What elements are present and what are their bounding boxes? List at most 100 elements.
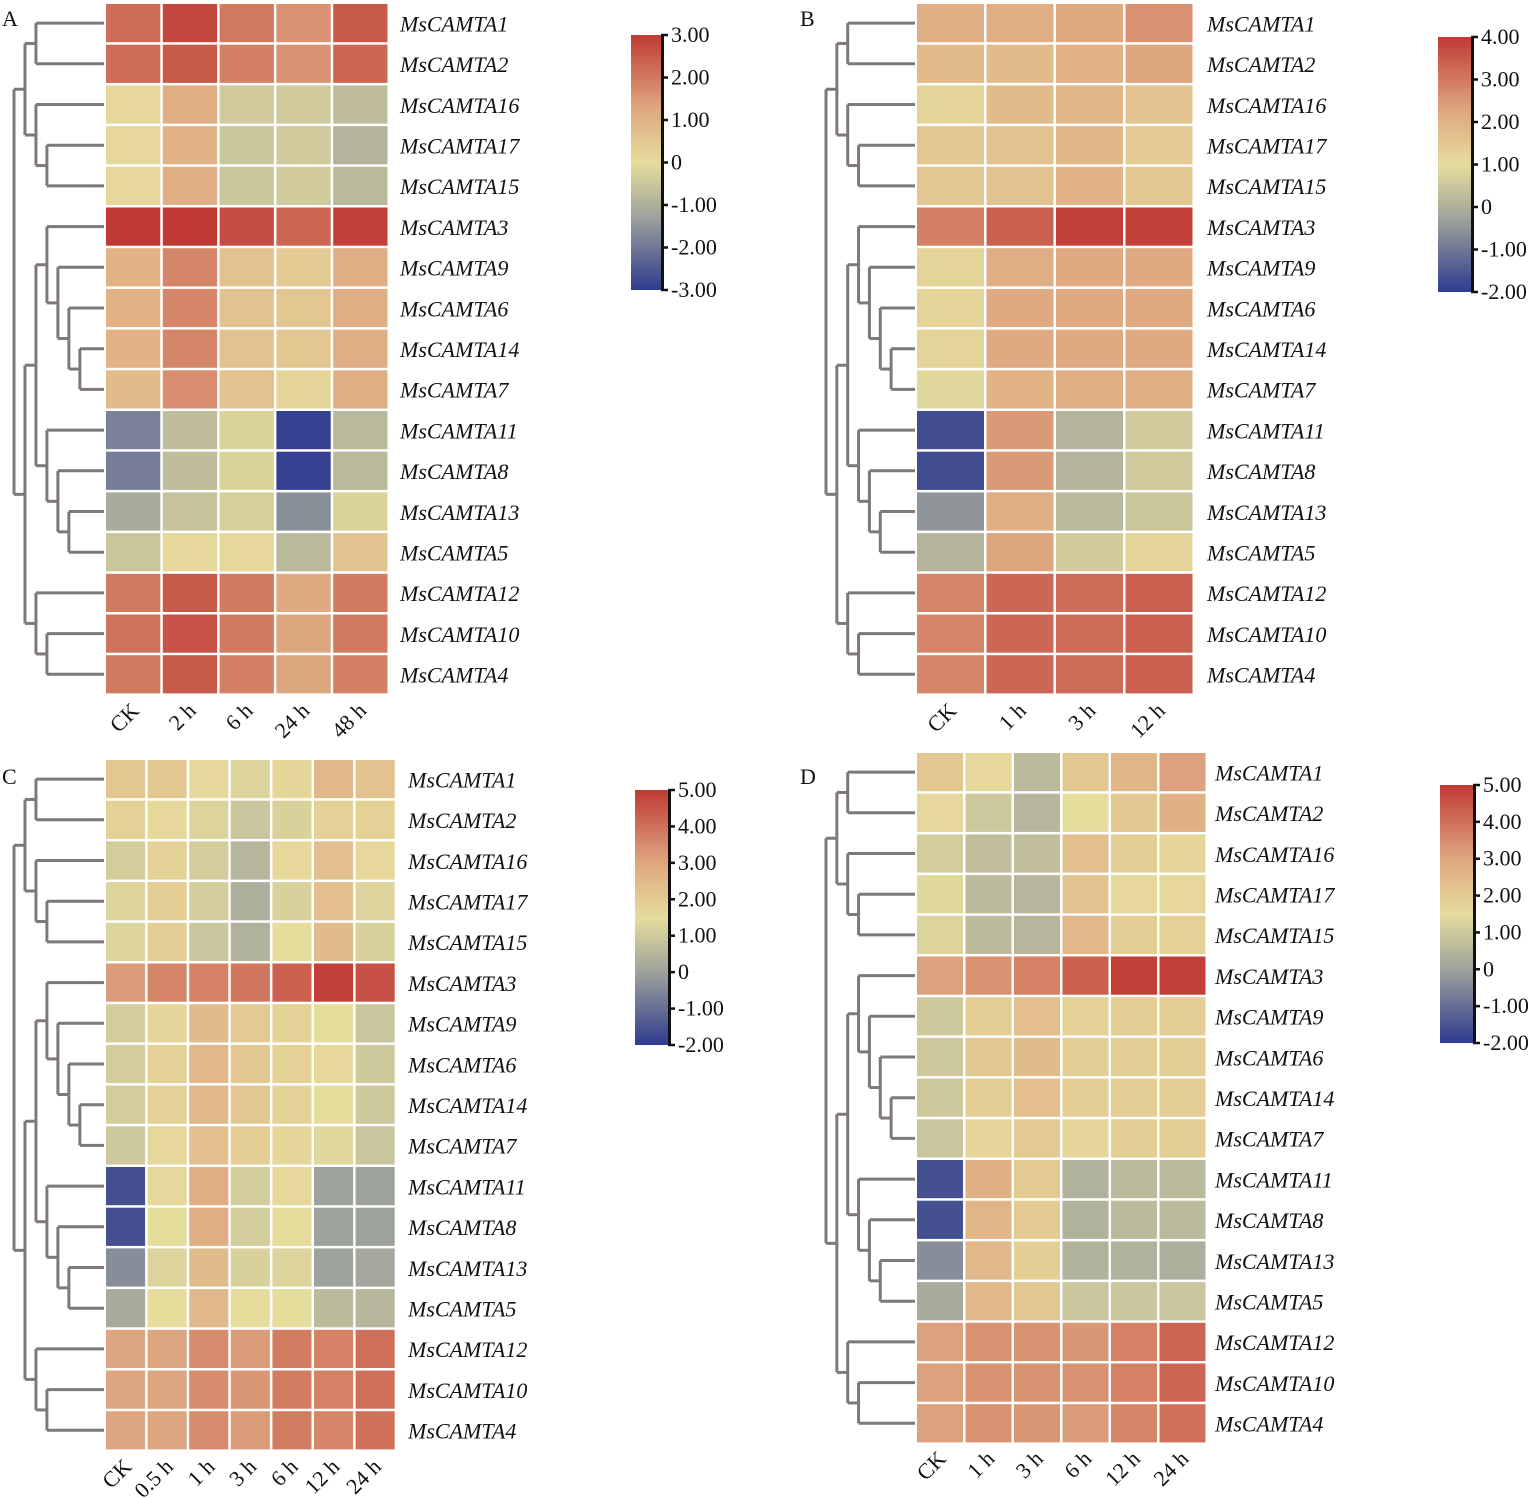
heatmap-cell: [106, 1167, 146, 1206]
heatmap-cell: [1125, 411, 1193, 450]
heatmap-cell: [1111, 1119, 1157, 1158]
row-label: MsCAMTA2: [1206, 52, 1315, 77]
column-label: 6 h: [266, 1454, 303, 1491]
row-label: MsCAMTA6: [1206, 296, 1315, 321]
heatmap-cell: [1062, 875, 1109, 914]
heatmap-cell: [219, 85, 274, 124]
heatmap-cell: [272, 1004, 312, 1043]
heatmap-cell: [917, 85, 984, 124]
heatmap-panel-b: B MsCAMTA1 MsCAMTA2 MsCAMTA16 MsCAMTA17 MsCAM…: [800, 4, 1527, 743]
row-label: MsCAMTA15: [1214, 923, 1334, 948]
heatmap-cell: [965, 1160, 1012, 1199]
heatmap-cell: [917, 1200, 963, 1239]
heatmap-cell: [1056, 370, 1123, 409]
heatmap-cell: [1062, 1119, 1109, 1158]
heatmap-cell: [355, 1167, 395, 1206]
heatmap-cell: [106, 1044, 146, 1084]
heatmap-cell: [189, 760, 229, 799]
panel-letter: A: [2, 6, 18, 31]
heatmap-cell: [314, 760, 354, 799]
heatmap-cell: [1014, 1322, 1060, 1361]
heatmap-cell: [147, 760, 187, 799]
heatmap-cell: [230, 1044, 270, 1084]
heatmap-cell: [1125, 166, 1193, 205]
heatmap-cell: [147, 1004, 187, 1043]
colorbar-tick-label: 2.00: [671, 65, 710, 90]
heatmap-cell: [917, 834, 963, 873]
heatmap-cell: [230, 1085, 270, 1124]
heatmap-cell: [162, 44, 218, 83]
heatmap-cell: [1062, 956, 1109, 995]
heatmap-cell: [162, 492, 218, 531]
heatmap-cell: [917, 956, 963, 995]
heatmap-cell: [1014, 1160, 1060, 1199]
row-label: MsCAMTA1: [1206, 11, 1315, 36]
heatmap-cell: [219, 44, 274, 83]
heatmap-cell: [1111, 1200, 1157, 1239]
column-label: 1 h: [962, 1446, 999, 1483]
heatmap-cell: [1111, 753, 1157, 792]
row-label: MsCAMTA3: [399, 215, 508, 240]
heatmap-cell: [355, 1289, 395, 1328]
heatmap-cell: [1014, 956, 1060, 995]
heatmap-cell: [1056, 411, 1123, 450]
heatmap-cell: [1159, 1160, 1206, 1199]
heatmap-cell: [1125, 451, 1193, 490]
heatmap-cell: [986, 492, 1054, 531]
colorbar-tick-label: 0: [1483, 956, 1494, 981]
heatmap-cell: [106, 248, 161, 287]
heatmap-cell: [355, 1044, 395, 1084]
heatmap-cell: [333, 4, 388, 43]
row-label: MsCAMTA9: [1214, 1005, 1323, 1030]
heatmap-cell: [1014, 915, 1060, 954]
heatmap-cell: [106, 4, 161, 43]
heatmap-cell: [276, 248, 331, 287]
row-label: MsCAMTA2: [407, 808, 516, 833]
colorbar-tick-label: 2.00: [1481, 109, 1520, 134]
heatmap-cell: [314, 1004, 354, 1043]
heatmap-cell: [1159, 1404, 1206, 1443]
heatmap-cell: [276, 451, 331, 490]
heatmap-cell: [1125, 655, 1193, 694]
heatmap-cell: [276, 126, 331, 165]
heatmap-cell: [219, 207, 274, 246]
heatmap-cell: [1014, 1078, 1060, 1117]
heatmap-cell: [189, 1126, 229, 1165]
heatmap-cell: [219, 166, 274, 205]
heatmap-cell: [314, 1207, 354, 1246]
heatmap-cell: [917, 655, 984, 694]
heatmap-cell: [1111, 1078, 1157, 1117]
heatmap-cell: [162, 4, 218, 43]
heatmap-cell: [219, 573, 274, 612]
heatmap-cell: [1062, 1404, 1109, 1443]
heatmap-cell: [230, 760, 270, 799]
heatmap-cell: [272, 1044, 312, 1084]
row-label: MsCAMTA17: [407, 889, 528, 914]
heatmap-cell: [1056, 44, 1123, 83]
heatmap-cell: [276, 329, 331, 368]
row-label: MsCAMTA16: [1206, 93, 1326, 118]
heatmap-cell: [1125, 4, 1193, 43]
heatmap-cell: [1159, 753, 1206, 792]
heatmap-cell: [314, 1167, 354, 1206]
heatmap-cell: [1056, 248, 1123, 287]
column-label: 3 h: [1063, 698, 1100, 735]
row-label: MsCAMTA3: [407, 971, 516, 996]
heatmap-cell: [1111, 834, 1157, 873]
heatmap-cell: [189, 1411, 229, 1450]
heatmap-cell: [276, 533, 331, 572]
heatmap-cell: [917, 1282, 963, 1321]
row-label: MsCAMTA16: [407, 849, 527, 874]
column-label: 24 h: [341, 1454, 386, 1498]
heatmap-cell: [917, 1119, 963, 1158]
heatmap-cell: [917, 411, 984, 450]
heatmap-cell: [106, 1411, 146, 1450]
column-label: CK: [105, 698, 144, 737]
heatmap-cell: [965, 1322, 1012, 1361]
heatmap-cell: [147, 922, 187, 961]
heatmap-cell: [333, 451, 388, 490]
heatmap-cell: [1014, 1282, 1060, 1321]
heatmap-cell: [106, 655, 161, 694]
row-label: MsCAMTA16: [1214, 842, 1334, 867]
